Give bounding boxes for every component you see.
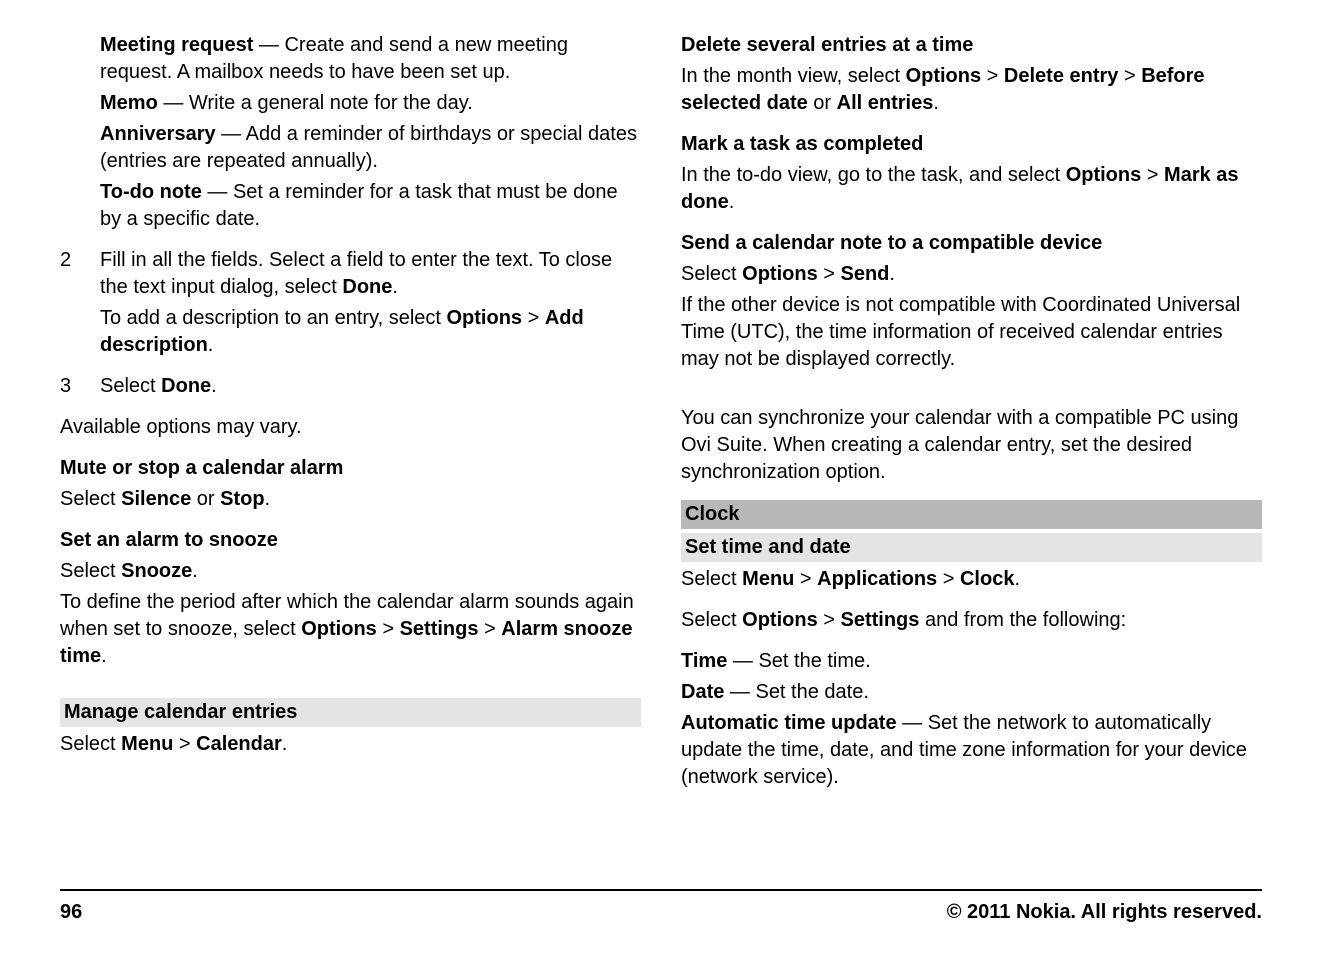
meeting-label: Meeting request (100, 34, 253, 56)
delete-body: In the month view, select Options > Dele… (681, 63, 1262, 117)
copyright: © 2011 Nokia. All rights reserved. (947, 899, 1262, 926)
mute-body: Select Silence or Stop. (60, 486, 641, 513)
manage-section: Manage calendar entries Select Menu > Ca… (60, 698, 641, 758)
step-2: 2 Fill in all the fields. Select a field… (60, 247, 641, 359)
settime-heading: Set time and date (681, 533, 1262, 562)
step-2-line1: Fill in all the fields. Select a field t… (100, 247, 641, 301)
step-3: 3 Select Done. (60, 373, 641, 400)
utc-note: If the other device is not compatible wi… (681, 292, 1262, 373)
manage-heading: Manage calendar entries (60, 698, 641, 727)
select-options: Select Options > Settings and from the f… (681, 607, 1262, 634)
delete-heading: Delete several entries at a time (681, 32, 1262, 59)
left-column: Meeting request — Create and send a new … (60, 32, 641, 795)
todo-label: To-do note (100, 181, 202, 203)
todo: To-do note — Set a reminder for a task t… (100, 179, 641, 233)
step-3-num: 3 (60, 373, 71, 400)
snooze-heading: Set an alarm to snooze (60, 527, 641, 554)
entry-types: Meeting request — Create and send a new … (60, 32, 641, 233)
page-number: 96 (60, 899, 82, 926)
mark-heading: Mark a task as completed (681, 131, 1262, 158)
mute-section: Mute or stop a calendar alarm Select Sil… (60, 455, 641, 513)
snooze-define: To define the period after which the cal… (60, 589, 641, 670)
memo: Memo — Write a general note for the day. (100, 90, 641, 117)
meeting-request: Meeting request — Create and send a new … (100, 32, 641, 86)
memo-label: Memo (100, 92, 158, 114)
step-2-line2: To add a description to an entry, select… (100, 305, 641, 359)
time-option: Time — Set the time. (681, 648, 1262, 675)
date-option: Date — Set the date. (681, 679, 1262, 706)
delete-section: Delete several entries at a time In the … (681, 32, 1262, 117)
page-footer: 96 © 2011 Nokia. All rights reserved. (60, 889, 1262, 926)
mark-body: In the to-do view, go to the task, and s… (681, 162, 1262, 216)
mark-section: Mark a task as completed In the to-do vi… (681, 131, 1262, 216)
snooze-select: Select Snooze. (60, 558, 641, 585)
mute-heading: Mute or stop a calendar alarm (60, 455, 641, 482)
sync-note: You can synchronize your calendar with a… (681, 405, 1262, 486)
clock-section: Clock Set time and date Select Menu > Ap… (681, 500, 1262, 791)
send-section: Send a calendar note to a compatible dev… (681, 230, 1262, 373)
content-columns: Meeting request — Create and send a new … (60, 32, 1262, 795)
send-select: Select Options > Send. (681, 261, 1262, 288)
anniv-label: Anniversary (100, 123, 216, 145)
memo-text: — Write a general note for the day. (158, 92, 473, 114)
settime-path: Select Menu > Applications > Clock. (681, 566, 1262, 593)
available-options: Available options may vary. (60, 414, 641, 441)
manage-body: Select Menu > Calendar. (60, 731, 641, 758)
snooze-section: Set an alarm to snooze Select Snooze. To… (60, 527, 641, 670)
right-column: Delete several entries at a time In the … (681, 32, 1262, 795)
step-2-num: 2 (60, 247, 71, 274)
send-heading: Send a calendar note to a compatible dev… (681, 230, 1262, 257)
clock-heading: Clock (681, 500, 1262, 529)
step-3-line: Select Done. (100, 373, 641, 400)
auto-option: Automatic time update — Set the network … (681, 710, 1262, 791)
anniversary: Anniversary — Add a reminder of birthday… (100, 121, 641, 175)
